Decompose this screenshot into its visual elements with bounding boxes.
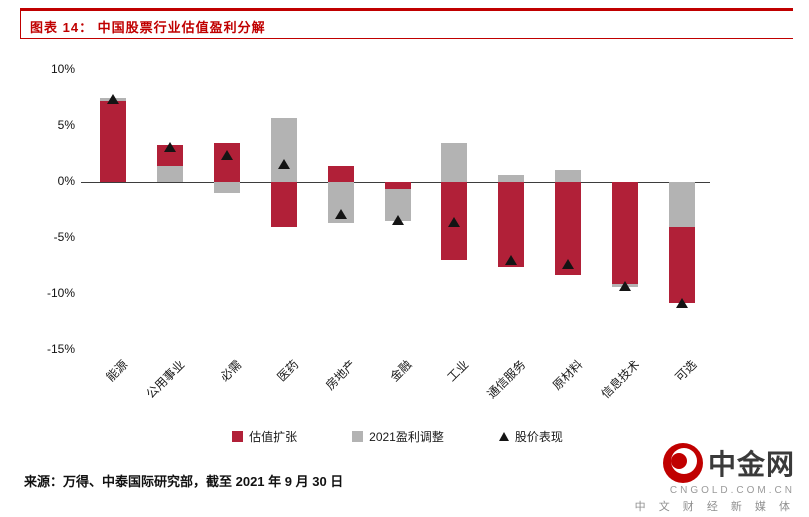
- category-label: 可选: [672, 357, 699, 385]
- price-marker: [675, 297, 688, 308]
- bar-segment-估值扩张: [327, 166, 354, 182]
- y-tick-label: -15%: [46, 342, 75, 356]
- bar-segment-2021盈利调整: [554, 169, 581, 182]
- price-marker: [618, 281, 631, 292]
- legend-item-price: 股价表现: [498, 428, 563, 445]
- category-label: 能源: [103, 357, 131, 385]
- brand-tagline: 中 文 财 经 新 媒 体: [634, 501, 795, 513]
- source-note: 来源：万得、中泰国际研究部，截至 2021 年 9 月 30 日: [24, 474, 344, 489]
- legend-label-price: 股价表现: [514, 430, 563, 444]
- left-red-rule: [20, 8, 21, 38]
- legend-swatch-earnings-icon: [352, 431, 364, 442]
- legend-label-earnings: 2021盈利调整: [369, 430, 444, 444]
- bar-segment-2021盈利调整: [270, 118, 297, 182]
- bar-segment-估值扩张: [214, 142, 241, 182]
- bar-segment-估值扩张: [157, 145, 184, 167]
- price-marker: [448, 217, 461, 228]
- bar-segment-2021盈利调整: [441, 142, 468, 182]
- legend-item-earnings: 2021盈利调整: [352, 428, 444, 445]
- bar-segment-估值扩张: [384, 182, 411, 189]
- y-tick-label: 0%: [57, 174, 75, 188]
- cngold-logo-icon: [662, 443, 703, 483]
- y-tick-label: 5%: [57, 118, 75, 132]
- price-marker: [561, 258, 574, 269]
- price-marker: [334, 209, 347, 220]
- chart-plot-area: 10% 5% 0% -5% -10% -15% 能源 公用事业 必需 医药 房地产 金融 工业 通信服务原…: [47, 62, 710, 401]
- title-underline-rule: [20, 38, 793, 39]
- legend-item-valuation: 估值扩张: [232, 428, 297, 445]
- brand-first-char: 中: [707, 449, 737, 480]
- y-tick-label: -10%: [46, 286, 75, 300]
- brand-rest: 金网: [736, 449, 795, 480]
- legend-triangle-icon: [498, 432, 509, 441]
- bar-segment-估值扩张: [668, 226, 695, 303]
- category-label: 房地产: [322, 357, 358, 393]
- bar-segment-2021盈利调整: [498, 175, 525, 182]
- category-label: 公用事业: [143, 357, 188, 402]
- bar-segment-估值扩张: [100, 101, 127, 182]
- bar-segment-2021盈利调整: [668, 182, 695, 227]
- y-tick-label: -5%: [53, 230, 75, 244]
- bar-segment-估值扩张: [611, 182, 638, 284]
- category-label: 原材料: [549, 357, 586, 393]
- category-label: 信息技术: [598, 357, 643, 402]
- cngold-logo: 中金网 CNGOLD.COM.CN 中 文 财 经 新 媒 体: [625, 443, 795, 514]
- brand-domain: CNGOLD.COM.CN: [669, 485, 795, 496]
- category-label: 工业: [444, 357, 472, 385]
- bar-segment-估值扩张: [498, 182, 525, 268]
- legend-swatch-valuation-icon: [232, 431, 244, 442]
- category-label: 金融: [387, 357, 415, 385]
- category-label: 必需: [217, 357, 245, 385]
- chart-legend: 估值扩张 2021盈利调整 股价表现: [85, 428, 710, 445]
- price-marker: [164, 142, 177, 153]
- category-label: 医药: [274, 357, 302, 385]
- brand-name: 中金网: [708, 443, 795, 483]
- y-tick-label: 10%: [50, 62, 75, 76]
- top-red-rule: [20, 8, 793, 11]
- legend-label-valuation: 估值扩张: [249, 430, 298, 444]
- category-label: 通信服务: [484, 357, 529, 402]
- price-marker: [391, 215, 404, 226]
- chart-title: 图表 14： 中国股票行业估值盈利分解: [30, 20, 266, 35]
- bar-segment-2021盈利调整: [157, 166, 184, 182]
- bar-segment-估值扩张: [270, 182, 297, 227]
- price-marker: [221, 150, 234, 161]
- price-marker: [107, 94, 120, 105]
- price-marker: [505, 255, 518, 266]
- price-marker: [277, 159, 290, 170]
- bar-segment-2021盈利调整: [214, 182, 241, 194]
